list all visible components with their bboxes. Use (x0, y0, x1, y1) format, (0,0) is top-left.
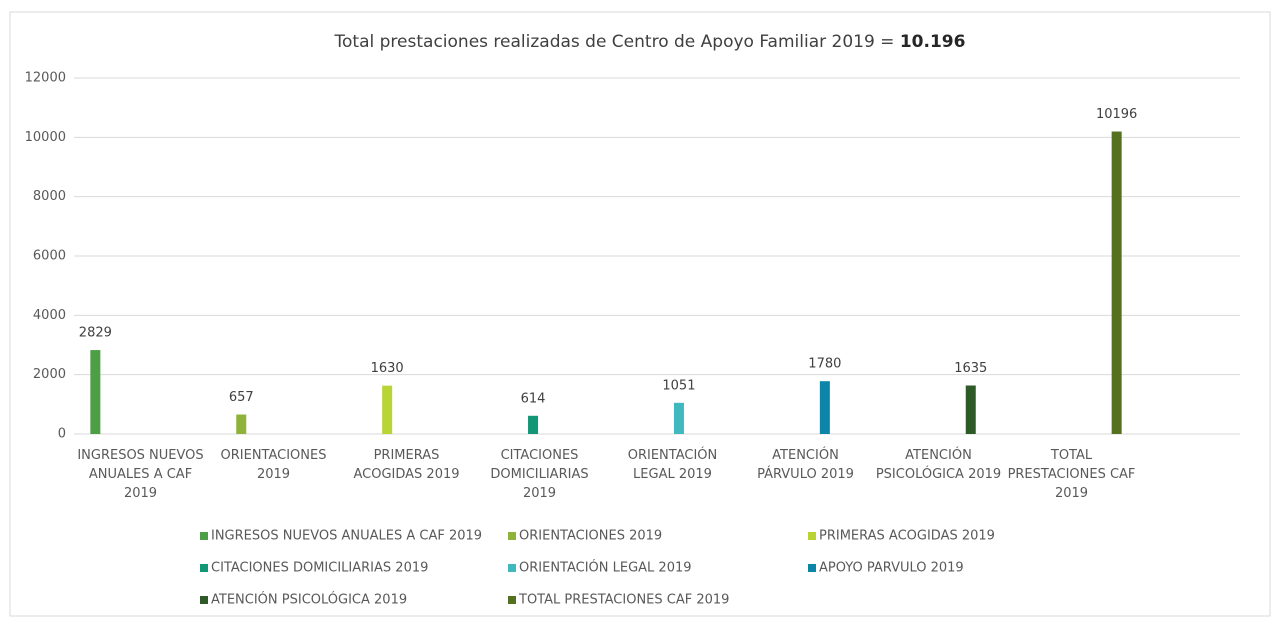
legend-label: CITACIONES DOMICILIARIAS 2019 (211, 561, 428, 576)
y-tick-label: 4000 (33, 308, 66, 323)
legend-label: ORIENTACIONES 2019 (519, 529, 662, 544)
bar (673, 402, 684, 434)
y-tick-label: 2000 (33, 367, 66, 382)
bar (965, 385, 976, 434)
y-tick-label: 10000 (25, 130, 66, 145)
legend-swatch (508, 564, 516, 572)
x-tick-label: ATENCIÓN PÁRVULO 2019 (757, 448, 854, 482)
bar (382, 385, 393, 434)
y-tick-label: 6000 (33, 249, 66, 264)
legend-label: APOYO PARVULO 2019 (819, 561, 964, 576)
data-label: 614 (521, 391, 546, 406)
data-label: 10196 (1096, 107, 1137, 122)
legend-swatch (200, 532, 208, 540)
x-tick-label: PRIMERAS ACOGIDAS 2019 (353, 448, 460, 482)
bar (528, 415, 539, 434)
x-tick-label: TOTAL PRESTACIONES CAF 2019 (1007, 448, 1136, 501)
data-label: 1051 (662, 378, 695, 393)
bar (819, 381, 830, 434)
legend-label: ATENCIÓN PSICOLÓGICA 2019 (211, 592, 407, 608)
title-total: 10.196 (900, 32, 966, 52)
bar (90, 350, 101, 434)
y-tick-label: 0 (58, 427, 66, 442)
legend-swatch (200, 564, 208, 572)
legend-swatch (808, 564, 816, 572)
legend-swatch (808, 532, 816, 540)
legend-swatch (200, 596, 208, 604)
data-label: 1630 (371, 361, 404, 376)
title-text: Total prestaciones realizadas de Centro … (334, 32, 895, 52)
bar (236, 414, 247, 434)
data-label: 2829 (79, 326, 112, 341)
bar (1111, 131, 1122, 434)
legend-label: INGRESOS NUEVOS ANUALES A CAF 2019 (211, 529, 482, 544)
y-tick-label: 8000 (33, 189, 66, 204)
data-label: 1780 (808, 357, 841, 372)
legend-swatch (508, 596, 516, 604)
legend-label: PRIMERAS ACOGIDAS 2019 (819, 529, 995, 544)
x-tick-label: ORIENTACIÓN LEGAL 2019 (627, 448, 718, 482)
y-tick-label: 12000 (25, 71, 66, 86)
data-label: 1635 (954, 361, 987, 376)
x-tick-label: ORIENTACIONES 2019 (220, 448, 327, 482)
x-tick-label: ATENCIÓN PSICOLÓGICA 2019 (875, 448, 1002, 482)
legend-label: ORIENTACIÓN LEGAL 2019 (519, 560, 692, 576)
x-tick-label: CITACIONES DOMICILIARIAS 2019 (490, 448, 589, 501)
chart-title: Total prestaciones realizadas de Centro … (334, 32, 966, 52)
data-label: 657 (229, 390, 254, 405)
x-tick-label: INGRESOS NUEVOS ANUALES A CAF 2019 (77, 448, 204, 501)
legend-swatch (508, 532, 516, 540)
chart-border (9, 11, 1271, 617)
legend-label: TOTAL PRESTACIONES CAF 2019 (518, 593, 729, 608)
